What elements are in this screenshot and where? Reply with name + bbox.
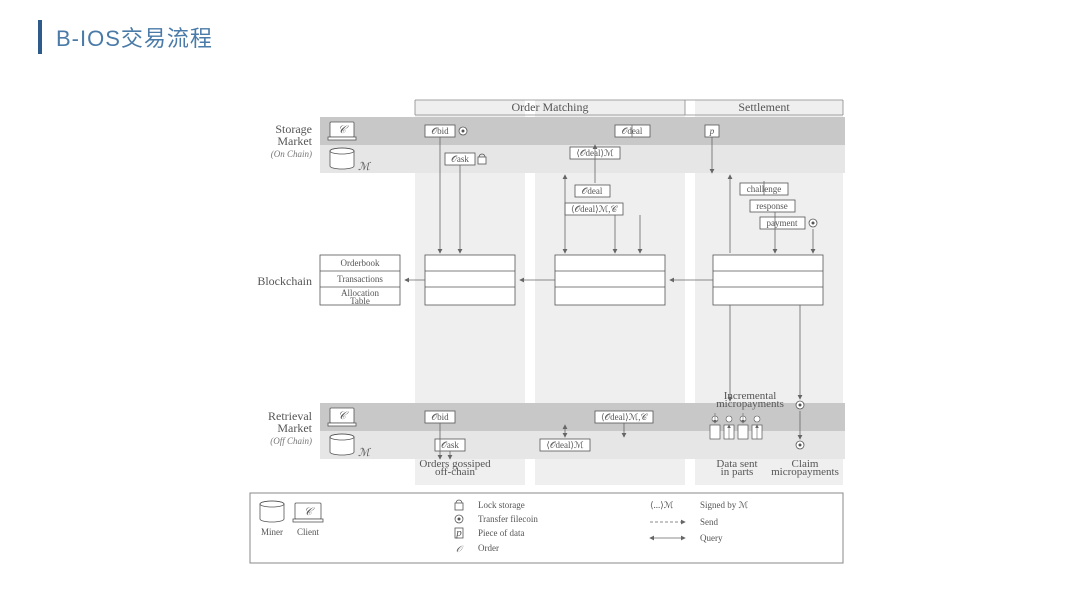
box-p: p bbox=[705, 125, 719, 137]
block3 bbox=[713, 255, 823, 305]
lbl-retrieval-sub: (Off Chain) bbox=[270, 436, 312, 446]
laptop-icon-storage-c: 𝒞 bbox=[328, 122, 356, 140]
svg-text:𝒪ask: 𝒪ask bbox=[451, 154, 469, 164]
legend-signed: Signed by ℳ bbox=[700, 500, 749, 510]
page-title: B-IOS交易流程 bbox=[56, 21, 213, 53]
title-marker bbox=[38, 20, 42, 54]
svg-text:⟨𝒪deal⟩ℳ,𝒞: ⟨𝒪deal⟩ℳ,𝒞 bbox=[601, 412, 649, 422]
storage-band-c bbox=[320, 117, 845, 145]
hdr-settlement: Settlement bbox=[738, 100, 790, 114]
box-odealmc-retrieval: ⟨𝒪deal⟩ℳ,𝒞 bbox=[595, 411, 653, 423]
legend-miner-icon bbox=[260, 501, 284, 522]
legend-piece-icon: p bbox=[455, 527, 463, 539]
svg-text:payment: payment bbox=[767, 218, 798, 228]
lbl-claimmicro: micropayments bbox=[771, 466, 839, 478]
lbl-inparts: in parts bbox=[721, 466, 754, 478]
svg-text:𝒪: 𝒪 bbox=[456, 544, 464, 554]
legend-lock: Lock storage bbox=[478, 500, 525, 510]
lbl-retrieval2: Market bbox=[277, 421, 312, 435]
box-oask-storage: 𝒪ask bbox=[445, 153, 475, 165]
legend-piece: Piece of data bbox=[478, 528, 524, 538]
box-obid-storage: 𝒪bid bbox=[425, 125, 455, 137]
blockchain-labelbox: Orderbook Transactions Allocation Table bbox=[320, 255, 400, 306]
lbl-offchain: off-chain bbox=[435, 466, 476, 478]
lbl-storage2: Market bbox=[277, 134, 312, 148]
svg-text:⟨𝒪deal⟩ℳ,𝒞: ⟨𝒪deal⟩ℳ,𝒞 bbox=[571, 204, 619, 214]
box-obid-retrieval: 𝒪bid bbox=[425, 411, 455, 423]
legend-client: Client bbox=[297, 527, 319, 537]
lbl-storage-sub: (On Chain) bbox=[271, 149, 312, 159]
legend-filecoin: Transfer filecoin bbox=[478, 514, 538, 524]
box-odealm-retrieval: ⟨𝒪deal⟩ℳ bbox=[540, 439, 590, 451]
svg-text:𝒪bid: 𝒪bid bbox=[431, 412, 449, 422]
svg-text:response: response bbox=[756, 201, 788, 211]
legend-signed-glyph: ⟨...⟩ℳ bbox=[650, 500, 674, 510]
block2 bbox=[555, 255, 665, 305]
box-odeal-inter: 𝒪deal bbox=[575, 185, 610, 197]
hdr-order-matching: Order Matching bbox=[512, 100, 589, 114]
svg-text:p: p bbox=[709, 126, 715, 136]
svg-text:Table: Table bbox=[350, 296, 370, 306]
svg-text:𝒪deal: 𝒪deal bbox=[582, 186, 603, 196]
laptop-icon-retrieval-c: 𝒞 bbox=[328, 408, 356, 426]
lbl-micropay: micropayments bbox=[716, 398, 784, 410]
legend-box bbox=[250, 493, 843, 563]
svg-text:⟨𝒪deal⟩ℳ: ⟨𝒪deal⟩ℳ bbox=[546, 440, 584, 450]
legend-order: Order bbox=[478, 543, 499, 553]
box-payment: payment bbox=[760, 217, 805, 229]
legend-send: Send bbox=[700, 517, 719, 527]
box-oask-retrieval: 𝒪ask bbox=[435, 439, 465, 451]
legend-miner: Miner bbox=[261, 527, 283, 537]
legend-lock-icon bbox=[455, 500, 463, 510]
box-odealmc-inter: ⟨𝒪deal⟩ℳ,𝒞 bbox=[565, 203, 623, 215]
svg-text:𝒪ask: 𝒪ask bbox=[441, 440, 459, 450]
svg-text:𝒪bid: 𝒪bid bbox=[431, 126, 449, 136]
box-response: response bbox=[750, 200, 795, 212]
svg-text:Transactions: Transactions bbox=[337, 274, 383, 284]
box-odeal-storage: 𝒪deal bbox=[615, 125, 650, 137]
legend-client-icon: 𝒞 bbox=[293, 503, 323, 522]
title-bar: B-IOS交易流程 bbox=[38, 20, 213, 54]
lbl-blockchain: Blockchain bbox=[257, 274, 312, 288]
svg-text:p: p bbox=[455, 527, 462, 539]
diagram: Order Matching Settlement Storage Market… bbox=[220, 85, 860, 597]
svg-text:Orderbook: Orderbook bbox=[341, 258, 380, 268]
legend-query: Query bbox=[700, 533, 723, 543]
block1 bbox=[425, 255, 515, 305]
